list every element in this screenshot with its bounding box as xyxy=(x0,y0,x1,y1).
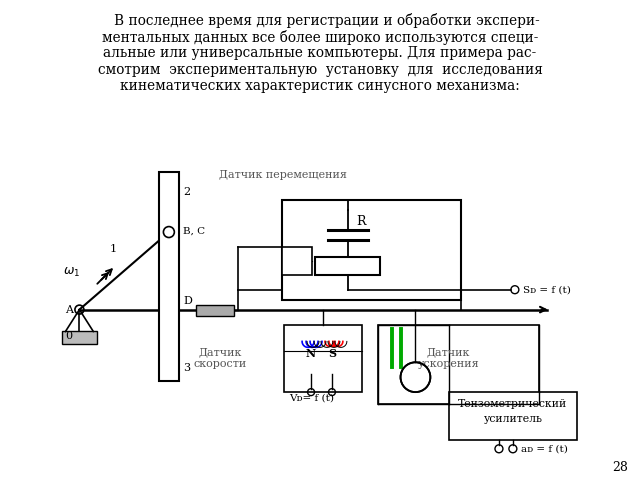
Bar xyxy=(159,172,179,381)
Text: 1: 1 xyxy=(109,244,116,254)
Text: 3: 3 xyxy=(183,363,190,373)
Text: ментальных данных все более широко используются специ-: ментальных данных все более широко испол… xyxy=(102,30,538,45)
Text: В, С: В, С xyxy=(183,227,205,236)
Bar xyxy=(315,257,380,275)
Text: R: R xyxy=(356,215,365,228)
Text: В последнее время для регистрации и обработки экспери-: В последнее время для регистрации и обра… xyxy=(100,13,540,28)
Text: усилитель: усилитель xyxy=(483,414,542,424)
Text: N: N xyxy=(305,348,316,360)
Bar xyxy=(196,305,234,315)
Bar xyxy=(284,324,362,392)
Text: S: S xyxy=(328,348,336,360)
Bar xyxy=(61,332,97,344)
Text: A: A xyxy=(65,305,74,314)
Text: Датчик
скорости: Датчик скорости xyxy=(194,348,247,369)
Text: альные или универсальные компьютеры. Для примера рас-: альные или универсальные компьютеры. Для… xyxy=(104,46,536,60)
Bar xyxy=(282,247,312,275)
Bar xyxy=(282,200,461,300)
Text: Sᴅ = f (t): Sᴅ = f (t) xyxy=(523,286,571,295)
Text: $\omega_1$: $\omega_1$ xyxy=(63,266,81,279)
Text: 28: 28 xyxy=(612,461,628,474)
Text: aᴅ = f (t): aᴅ = f (t) xyxy=(521,445,568,454)
Text: Vᴅ= f (t): Vᴅ= f (t) xyxy=(289,393,334,402)
Text: Тензометрический: Тензометрический xyxy=(458,399,568,409)
Text: D: D xyxy=(184,296,193,306)
Text: 2: 2 xyxy=(183,187,190,197)
Bar xyxy=(449,392,577,440)
Text: Датчик перемещения: Датчик перемещения xyxy=(219,170,346,180)
Text: Датчик
ускорения: Датчик ускорения xyxy=(417,348,479,369)
Text: кинематических характеристик синусного механизма:: кинематических характеристик синусного м… xyxy=(120,79,520,93)
Text: 0: 0 xyxy=(65,331,72,341)
Bar xyxy=(378,324,539,404)
Text: смотрим  экспериментальную  установку  для  исследования: смотрим экспериментальную установку для … xyxy=(97,62,543,76)
